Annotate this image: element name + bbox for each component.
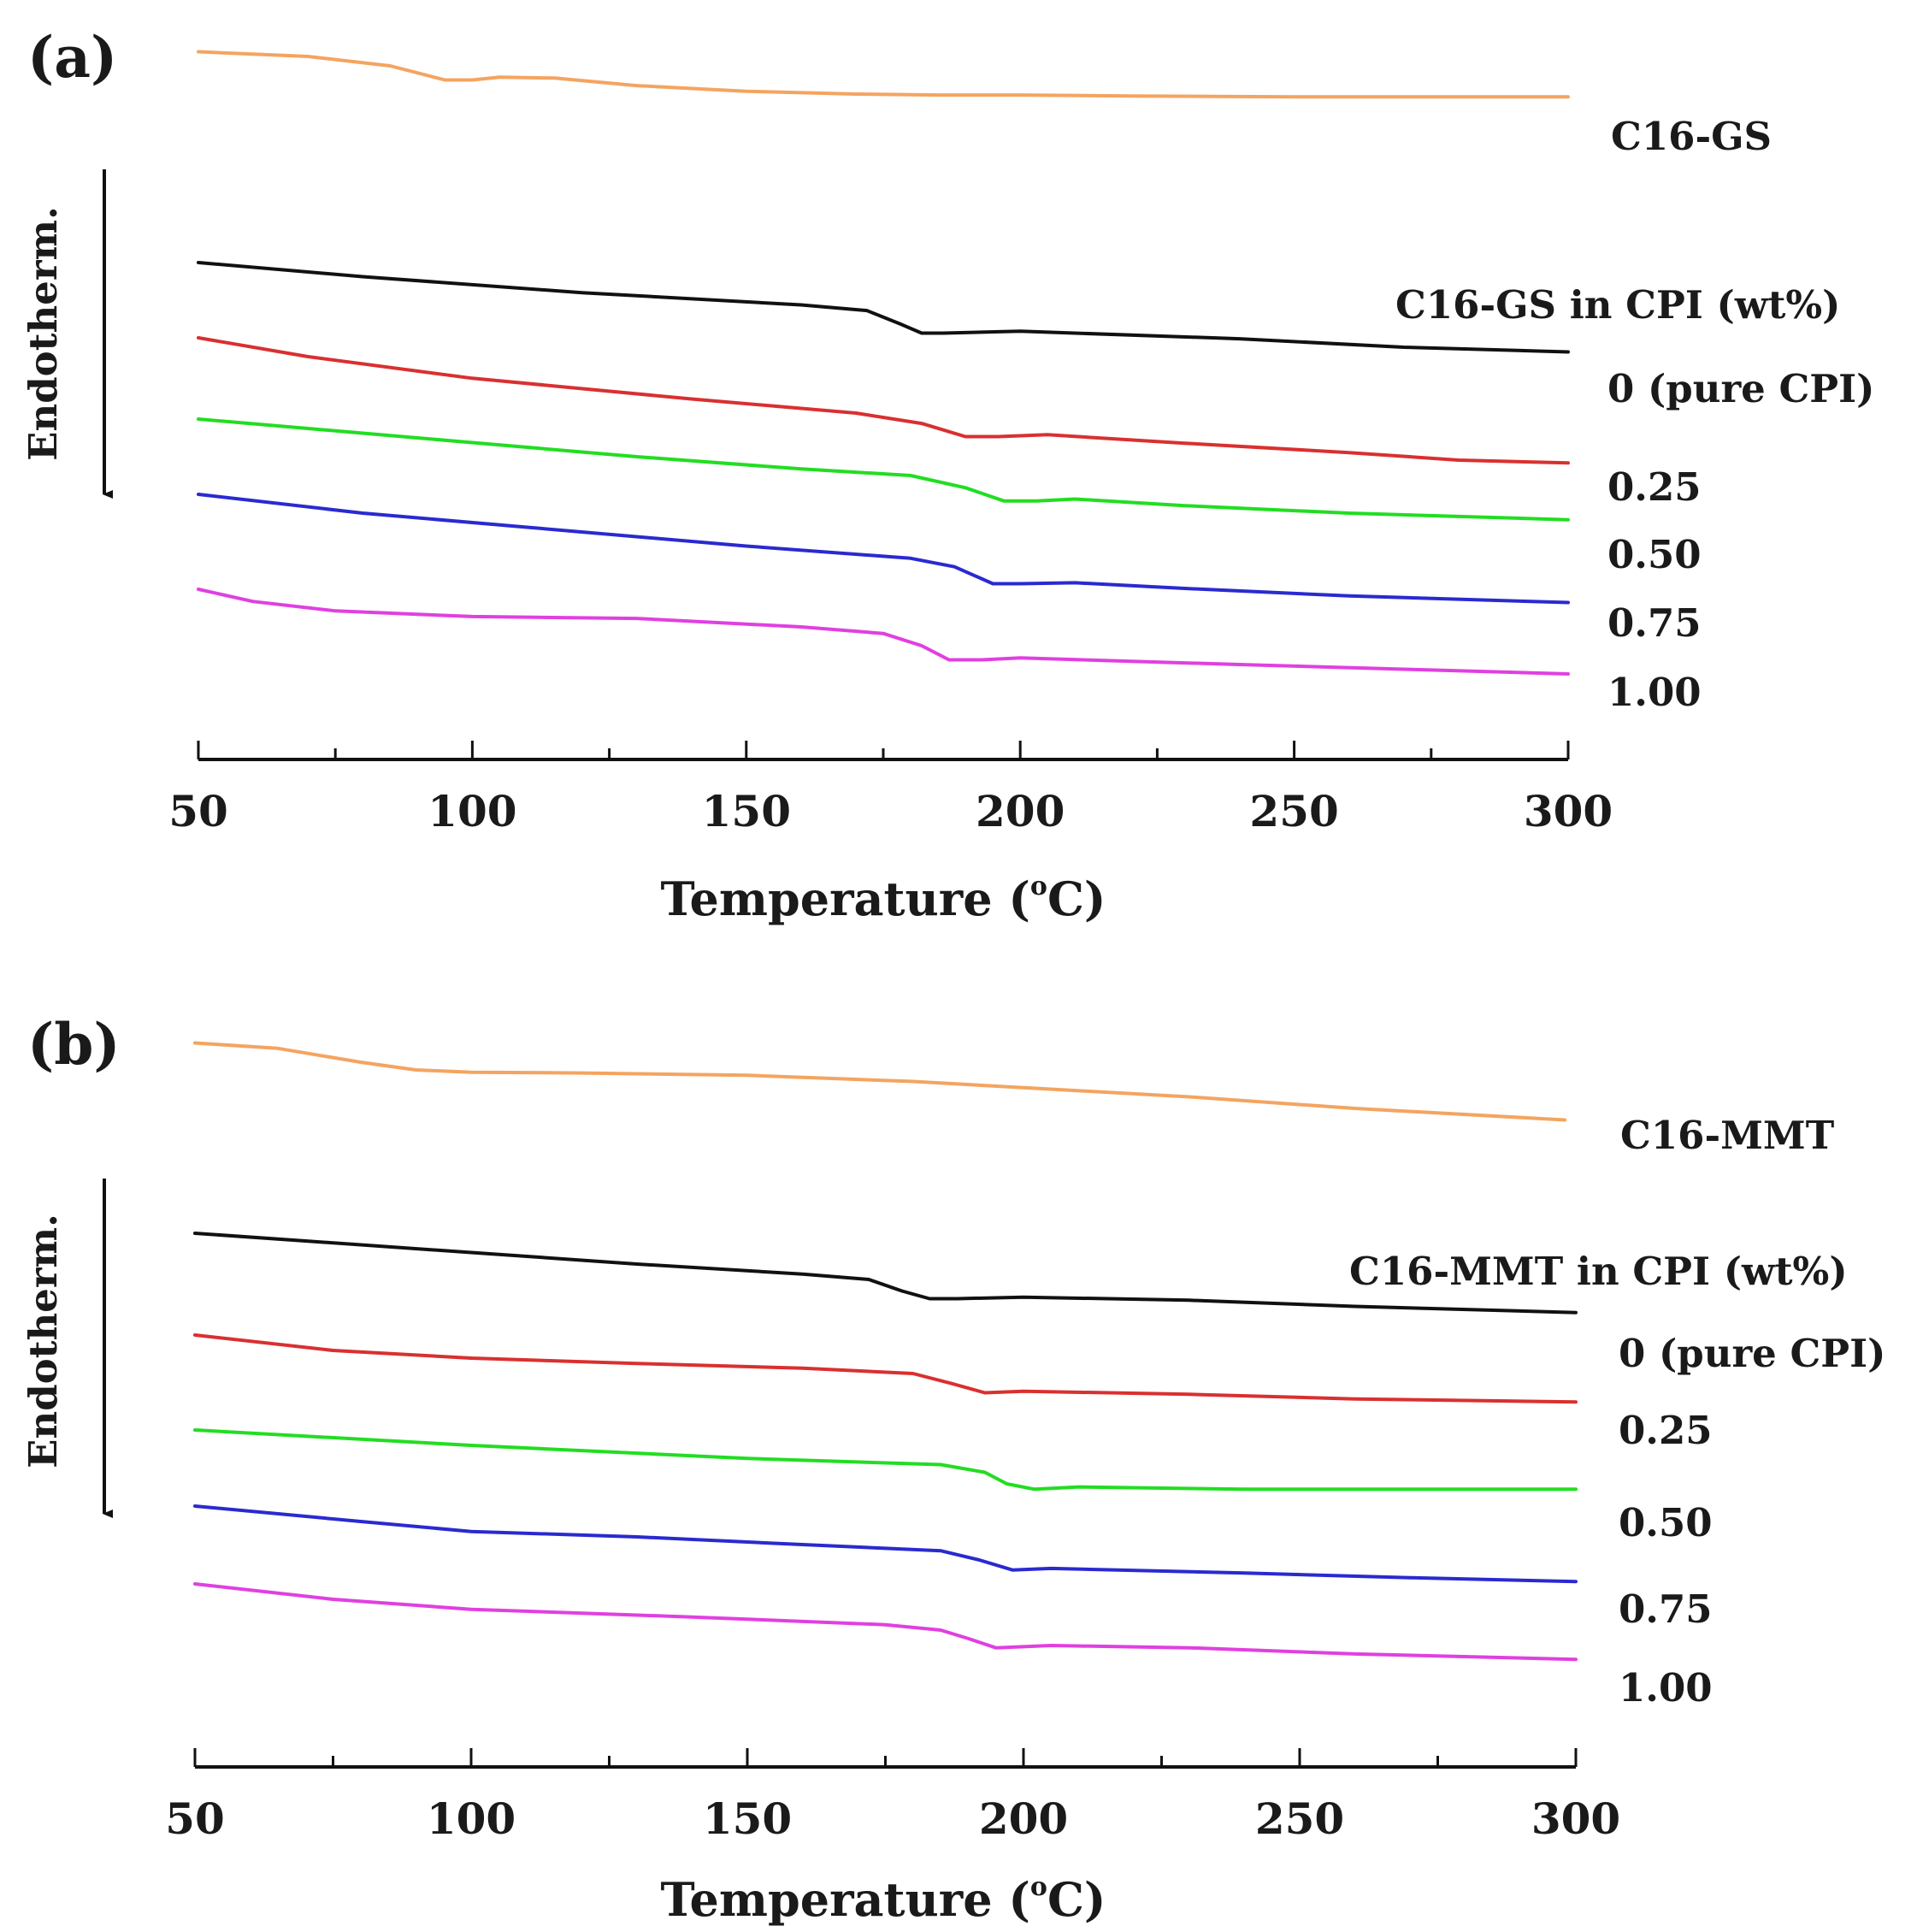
panel-a-xlabel-end: C) — [1047, 871, 1106, 926]
panel-b-y-indicator: Endotherm. — [21, 1179, 113, 1518]
panel-a-tick-label-3: 200 — [976, 786, 1065, 836]
panel-a-label: (a) — [27, 24, 117, 91]
panel-a-xlabel-main: Temperature ( — [661, 871, 1030, 926]
panel-a-tick-label-5: 300 — [1524, 786, 1613, 836]
panel-b-curve-5 — [193, 1582, 1578, 1662]
panel-a-series-label-1: 0 (pure CPI) — [1607, 366, 1874, 411]
panel-b-curve-2 — [193, 1333, 1578, 1404]
panel-b-x-ticks: 50 100 150 200 250 300 — [165, 1748, 1620, 1844]
panel-b-tick-label-0: 50 — [165, 1793, 225, 1844]
panel-b-ylabel: Endotherm. — [21, 1214, 66, 1468]
panel-a-series-label-3: 0.50 — [1607, 532, 1702, 577]
panel-a-xlabel: Temperature (oC) — [661, 871, 1106, 926]
panel-a-series-label-5: 1.00 — [1607, 670, 1702, 715]
panel-a-curve-4 — [197, 493, 1570, 605]
panel-b-label: (b) — [27, 1011, 121, 1078]
panel-b-tick-label-4: 250 — [1255, 1793, 1344, 1844]
panel-b-tick-label-1: 100 — [427, 1793, 516, 1844]
panel-b-curve-1 — [193, 1232, 1578, 1315]
panel-a-curve-3 — [197, 417, 1570, 522]
panel-a-legend-title: C16-GS in CPI (wt%) — [1395, 282, 1840, 328]
panel-a-tick-label-0: 50 — [168, 786, 228, 836]
panel-b-curves — [193, 1041, 1578, 1662]
panel-b-series-label-3: 0.50 — [1619, 1500, 1713, 1545]
panel-b-curve-4 — [193, 1504, 1578, 1584]
panel-b-tick-label-2: 150 — [703, 1793, 792, 1844]
panel-a-series-label-0: C16-GS — [1611, 114, 1772, 159]
panel-a-ylabel: Endotherm. — [21, 206, 66, 461]
panel-a-curve-0 — [197, 50, 1570, 99]
panel-b-curve-0 — [193, 1041, 1567, 1122]
panel-a-y-indicator: Endotherm. — [21, 169, 113, 499]
panel-b-legend-title: C16-MMT in CPI (wt%) — [1349, 1249, 1848, 1294]
panel-a-x-ticks: 50 100 150 200 250 300 — [168, 741, 1613, 836]
panel-b-tick-label-3: 200 — [979, 1793, 1068, 1844]
panel-b-series-labels: C16-MMT 0 (pure CPI) 0.25 0.50 0.75 1.00 — [1619, 1113, 1885, 1710]
panel-b-xlabel-degree: o — [1030, 1872, 1047, 1902]
panel-a-series-label-4: 0.75 — [1607, 600, 1702, 646]
panel-b: (b) Endotherm. C16-MMT 0 (pure CPI) 0.25 0.… — [21, 1011, 1885, 1927]
panel-a-curves — [197, 50, 1570, 676]
panel-a-curve-5 — [197, 588, 1570, 676]
panel-a-series-label-2: 0.25 — [1607, 464, 1702, 510]
panel-b-series-label-4: 0.75 — [1619, 1586, 1713, 1632]
panel-b-xlabel-main: Temperature ( — [661, 1872, 1030, 1927]
panel-b-xlabel: Temperature (oC) — [661, 1872, 1106, 1927]
panel-a-tick-label-4: 250 — [1249, 786, 1338, 836]
panel-b-tick-label-5: 300 — [1531, 1793, 1620, 1844]
panel-a-tick-label-2: 150 — [702, 786, 791, 836]
panel-b-curve-3 — [193, 1428, 1578, 1492]
panel-a-tick-label-1: 100 — [428, 786, 516, 836]
panel-b-series-label-1: 0 (pure CPI) — [1619, 1331, 1885, 1376]
panel-a-curve-2 — [197, 336, 1570, 465]
panel-b-series-label-2: 0.25 — [1619, 1408, 1713, 1453]
panel-b-series-label-5: 1.00 — [1619, 1665, 1713, 1710]
panel-b-xlabel-end: C) — [1047, 1872, 1106, 1927]
panel-a-xlabel-degree: o — [1030, 871, 1047, 901]
panel-a: (a) Endotherm. C16-GS 0 (pure CPI) 0.25 0.5… — [21, 24, 1874, 926]
panel-b-series-label-0: C16-MMT — [1620, 1113, 1835, 1158]
panel-a-curve-1 — [197, 261, 1570, 354]
panel-a-series-labels: C16-GS 0 (pure CPI) 0.25 0.50 0.75 1.00 — [1607, 114, 1874, 715]
